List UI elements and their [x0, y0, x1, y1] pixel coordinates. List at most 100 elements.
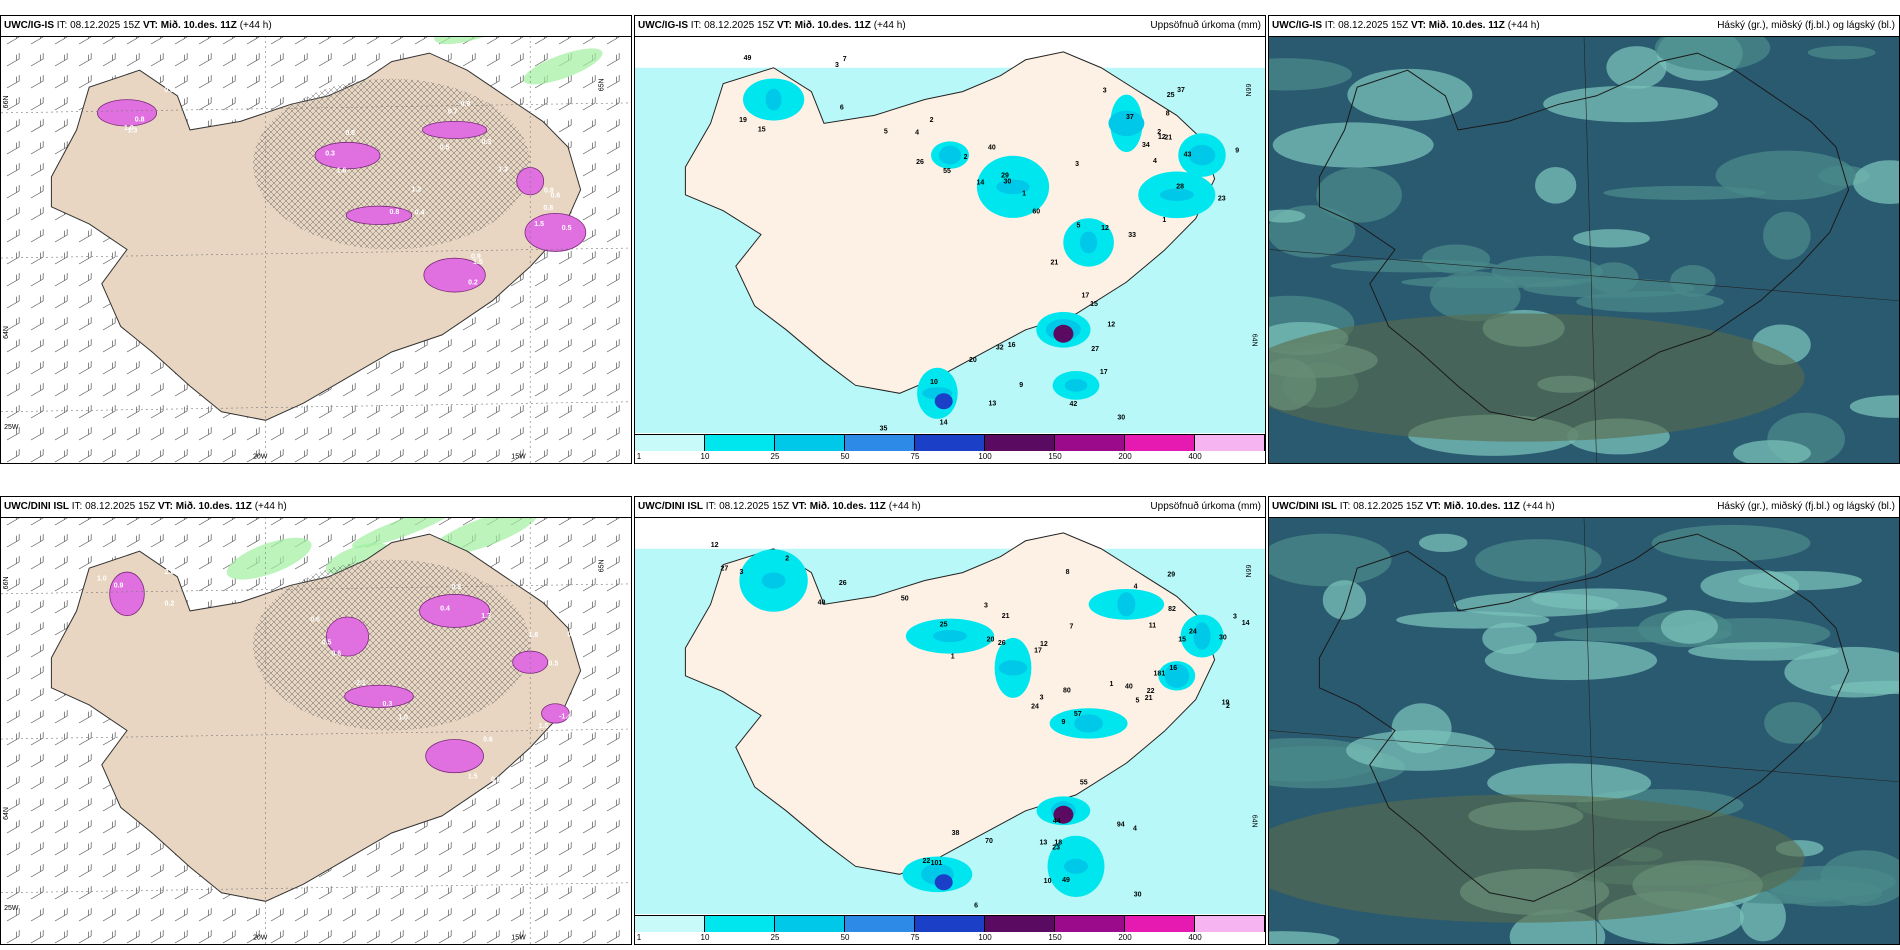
precip-value: 50: [901, 595, 909, 602]
panel-field-title: Háský (gr.), miðský (fj.bl.) og lágský (…: [1717, 20, 1895, 31]
precip-value: 40: [1125, 683, 1133, 690]
precip-value: 23: [1218, 196, 1226, 203]
precip-value: 33: [1128, 232, 1136, 239]
colorbar-swatch: [705, 435, 775, 451]
colorbar-tick: 100: [978, 452, 992, 461]
colorbar-swatch: [845, 435, 915, 451]
precip-value: 44: [1053, 818, 1061, 825]
precip-value: 21: [1145, 695, 1153, 702]
precip-value: 12: [1040, 641, 1048, 648]
precip-value: 29: [1167, 571, 1175, 578]
lead-time: (+44 h): [888, 501, 921, 512]
lead-time: (+44 h): [254, 501, 287, 512]
value-label: 0.8: [543, 205, 553, 212]
valid-label: VT:: [1410, 20, 1426, 31]
precip-value: 1: [1022, 191, 1026, 198]
precip-value: 4: [1133, 826, 1137, 833]
value-label: -1.4: [559, 713, 571, 720]
precip-value: 55: [1080, 779, 1088, 786]
precip-value: 2: [1226, 703, 1230, 710]
valid-time: Mið. 10.des. 11Z: [160, 20, 237, 31]
valid-time: Mið. 10.des. 11Z: [1428, 20, 1505, 31]
precip-value: 9: [1061, 719, 1065, 726]
colorbar-tick: 25: [770, 933, 780, 942]
precip-value: 26: [839, 580, 847, 587]
map-area: 0.8 0.5 0.6 0.8 1.5 0.3 1.5 1.3 0.7 0.8 1.2 0.9 1.6 0…: [1, 36, 631, 463]
coastline: [1318, 533, 1850, 902]
colorbar-tick: 75: [910, 933, 920, 942]
map-panel-bottom-c: UWC/DINI ISL IT: 08.12.2025 15Z VT: Mið.…: [1268, 496, 1900, 945]
precip-value: 14: [976, 179, 984, 186]
value-label: 0.8: [390, 209, 400, 216]
precip-value: 21: [1002, 613, 1010, 620]
precip-colorbar: 1 10 25 50 75 100 150 200 400: [635, 915, 1265, 944]
colorbar-swatch: [985, 916, 1055, 932]
colorbar-tick: 150: [1048, 452, 1062, 461]
value-label: 0.4: [440, 605, 450, 612]
colorbar-tick: 1: [636, 933, 642, 942]
precip-value: 3: [1040, 695, 1044, 702]
precip-value: 24: [1031, 703, 1039, 710]
colorbar-swatch: [635, 916, 705, 932]
init-time: 08.12.2025 15Z: [1353, 501, 1424, 512]
precip-value: 37: [1177, 87, 1185, 94]
precip-value: 8: [1166, 111, 1170, 118]
panel-field-title: Háský (gr.), miðský (fj.bl.) og lágský (…: [1717, 501, 1895, 512]
precip-value: 60: [1032, 208, 1040, 215]
precip-value: 49: [744, 55, 752, 62]
model-name: UWC/IG-IS: [1272, 20, 1322, 31]
precip-value: 7: [1069, 624, 1073, 631]
value-label: 1.3: [481, 613, 491, 620]
value-label: 2.0: [165, 569, 175, 576]
init-label: IT:: [1339, 501, 1351, 512]
colorbar-swatch: [915, 916, 985, 932]
precip-value: 43: [1184, 151, 1192, 158]
valid-time: Mið. 10.des. 11Z: [809, 501, 886, 512]
init-label: IT:: [705, 501, 717, 512]
colorbar-tick: 400: [1188, 452, 1202, 461]
colorbar-tick: 10: [700, 452, 710, 461]
precip-value: 27: [720, 565, 728, 572]
value-label: 0.7: [448, 108, 458, 115]
precip-value: 3: [984, 603, 988, 610]
lon-label: 15W: [511, 935, 526, 942]
lat-label: 66N: [3, 576, 10, 589]
precip-value: 12: [711, 542, 719, 549]
value-label: 0.5: [322, 640, 332, 647]
precip-value: 14: [940, 419, 948, 426]
init-label: IT:: [690, 20, 702, 31]
model-name: UWC/DINI ISL: [638, 501, 703, 512]
value-label: 0.7: [567, 718, 577, 725]
value-label: 1.0: [124, 125, 134, 132]
precip-value: 29: [1001, 173, 1009, 180]
colorbar-tick: 75: [910, 452, 920, 461]
precip-value: 101: [931, 860, 943, 867]
precip-value: 1: [1162, 217, 1166, 224]
precip-value: 24: [1189, 628, 1197, 635]
precip-value: 3: [1075, 161, 1079, 168]
precip-value: 25: [940, 622, 948, 629]
value-label: 1.0: [97, 575, 107, 582]
colorbar-tick: 200: [1118, 452, 1132, 461]
lat-label: 66N: [3, 95, 10, 108]
init-time: 08.12.2025 15Z: [704, 20, 775, 31]
precip-value: 8: [1066, 569, 1070, 576]
precip-value: 13: [1039, 840, 1047, 847]
colorbar-tick: 200: [1118, 933, 1132, 942]
colorbar-tick: 150: [1048, 933, 1062, 942]
precip-value: 3: [1233, 614, 1237, 621]
lon-label: 20W: [253, 935, 268, 942]
map-area: [1269, 36, 1899, 463]
precip-value: 5: [884, 128, 888, 135]
valid-time: Mið. 10.des. 11Z: [794, 20, 871, 31]
value-label: 1.5: [534, 221, 544, 228]
precip-value: 55: [943, 168, 951, 175]
precip-value: 4: [1134, 583, 1138, 590]
value-label: 0.9: [114, 582, 124, 589]
valid-label: VT:: [1425, 501, 1441, 512]
precip-value: 15: [1090, 301, 1098, 308]
precip-value: 10: [1044, 878, 1052, 885]
precip-value: 22: [922, 858, 930, 865]
colorbar-tick: 50: [840, 452, 850, 461]
precip-value: 12: [1158, 134, 1166, 141]
